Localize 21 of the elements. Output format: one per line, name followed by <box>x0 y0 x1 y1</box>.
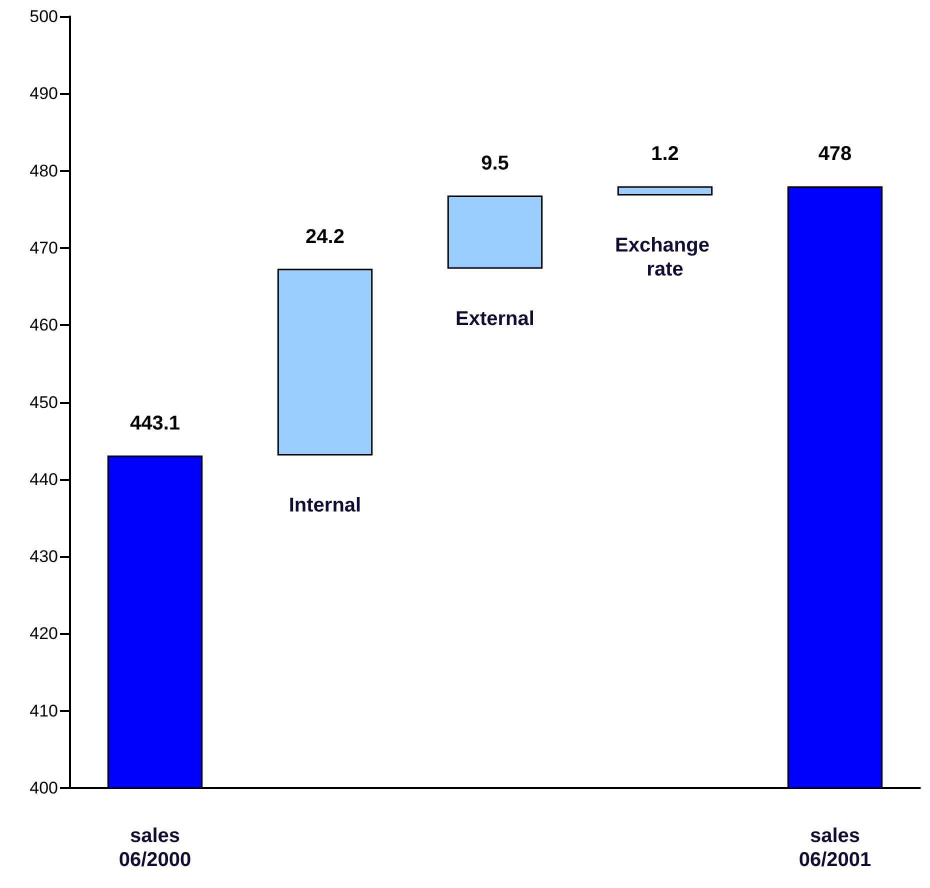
x-tick-label: Internal <box>288 494 362 516</box>
data-label: 9.5 <box>481 152 509 174</box>
y-tick-label: 410 <box>30 701 58 720</box>
y-tick-label: 400 <box>30 778 58 798</box>
x-tick-label: External <box>456 308 534 330</box>
x-tick-label: sales 06/2000 <box>118 825 192 871</box>
x-tick-label: Exchange rate <box>614 234 716 280</box>
y-tick-label: 480 <box>30 161 58 180</box>
data-label: 478 <box>818 143 852 166</box>
data-label: 443.1 <box>130 412 180 434</box>
y-tick-label: 440 <box>30 470 58 489</box>
y-tick-label: 460 <box>30 316 58 335</box>
data-label: 24.2 <box>306 226 344 248</box>
x-tick-label: sales 06/2001 <box>798 825 872 871</box>
y-tick-label: 450 <box>30 392 58 412</box>
y-tick-label: 470 <box>30 238 58 258</box>
y-tick-label: 500 <box>30 7 58 26</box>
y-tick-label: 490 <box>30 84 58 104</box>
y-tick-label: 420 <box>30 624 58 644</box>
y-tick-label: 430 <box>30 547 58 566</box>
data-label: 1.2 <box>651 143 679 166</box>
